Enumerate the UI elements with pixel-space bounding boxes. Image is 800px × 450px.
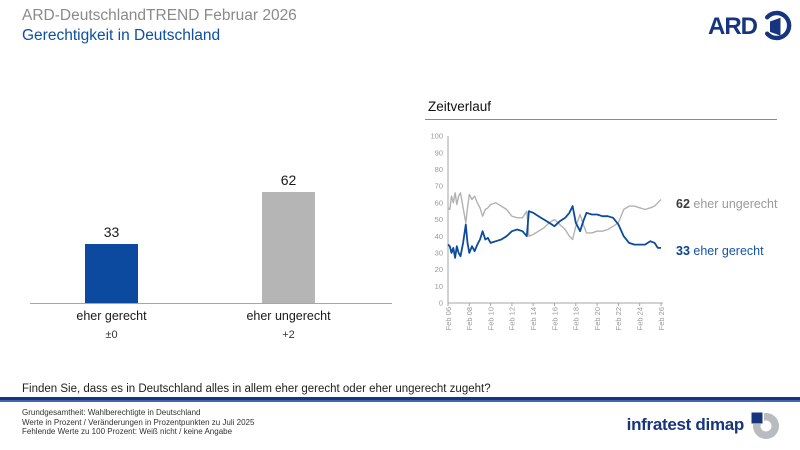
y-tick-label: 30	[435, 249, 443, 258]
x-tick-label: Feb 26	[657, 307, 666, 330]
divider-line-light	[0, 399, 800, 402]
x-tick-label: Feb 18	[572, 307, 581, 330]
x-tick-label: Feb 24	[636, 307, 645, 330]
infratest-dimap-logo-text: infratest dimap	[626, 415, 745, 434]
y-tick-label: 10	[435, 282, 443, 291]
survey-question: Finden Sie, dass es in Deutschland alles…	[22, 383, 491, 395]
eher-ungerecht-line	[447, 192, 662, 241]
bar-category-label: eher gerecht	[76, 309, 147, 323]
y-tick-label: 70	[435, 182, 443, 191]
y-tick-label: 90	[435, 148, 443, 157]
footnote-line: Werte in Prozent / Veränderungen in Proz…	[22, 417, 255, 427]
bar-change-label: +2	[282, 329, 295, 341]
x-tick-label: Feb 12	[508, 307, 517, 330]
x-tick-label: Feb 20	[593, 307, 602, 330]
x-tick-label: Feb 06	[444, 307, 453, 330]
timeline-title: Zeitverlauf	[428, 99, 492, 114]
x-tick-label: Feb 14	[529, 307, 538, 330]
ard-logo-text: ARD	[708, 13, 758, 40]
bar-change-label: ±0	[105, 329, 118, 341]
bar-value-label: 33	[103, 224, 120, 240]
footnotes: Grundgesamtheit: Wahlberechtigte in Deut…	[22, 408, 254, 437]
y-tick-label: 0	[439, 299, 443, 308]
x-tick-label: Feb 22	[614, 307, 623, 330]
timeline-title-underline	[425, 119, 777, 120]
bar-value-label: 62	[280, 172, 297, 188]
footnote-line: Grundgesamtheit: Wahlberechtigte in Deut…	[22, 408, 201, 417]
ard-one-circle-icon	[765, 10, 792, 41]
bar	[85, 244, 138, 303]
y-tick-label: 40	[435, 232, 443, 241]
legend-label: eher gerecht	[693, 244, 764, 258]
y-tick-label: 60	[435, 198, 443, 207]
x-tick-label: Feb 16	[550, 307, 559, 330]
infratest-dimap-icon	[750, 411, 780, 439]
divider-line	[0, 397, 800, 400]
y-tick-label: 80	[435, 165, 443, 174]
page-subtitle: Gerechtigkeit in Deutschland	[22, 27, 221, 44]
bar	[262, 192, 315, 303]
ard-logo: ARD	[708, 10, 793, 44]
y-tick-label: 100	[430, 132, 443, 141]
bar-category-label: eher ungerecht	[246, 309, 331, 323]
eher-gerecht-line	[447, 205, 661, 259]
footnote-line: Fehlende Werte zu 100 Prozent: Weiß nich…	[22, 427, 233, 437]
bar-group-gerecht: 33	[85, 224, 138, 303]
timeline-chart: 0 10 20 30 40 50 60 70 80 90 100 Feb 06 Feb 08 Feb 10…	[430, 132, 666, 331]
legend-ungerecht: 62 eher ungerecht	[676, 197, 777, 211]
page-title: ARD-DeutschlandTREND Februar 2026	[22, 7, 297, 24]
y-tick-label: 20	[435, 265, 443, 274]
y-tick-label: 50	[435, 215, 443, 224]
legend-value: 62	[676, 197, 690, 211]
bar-group-ungerecht: 62	[262, 172, 315, 303]
bar-chart-baseline	[30, 303, 392, 304]
legend-gerecht: 33 eher gerecht	[676, 244, 764, 258]
x-tick-label: Feb 10	[486, 307, 495, 330]
x-tick-label: Feb 08	[465, 307, 474, 330]
legend-label: eher ungerecht	[693, 197, 778, 211]
legend-value: 33	[676, 244, 690, 258]
